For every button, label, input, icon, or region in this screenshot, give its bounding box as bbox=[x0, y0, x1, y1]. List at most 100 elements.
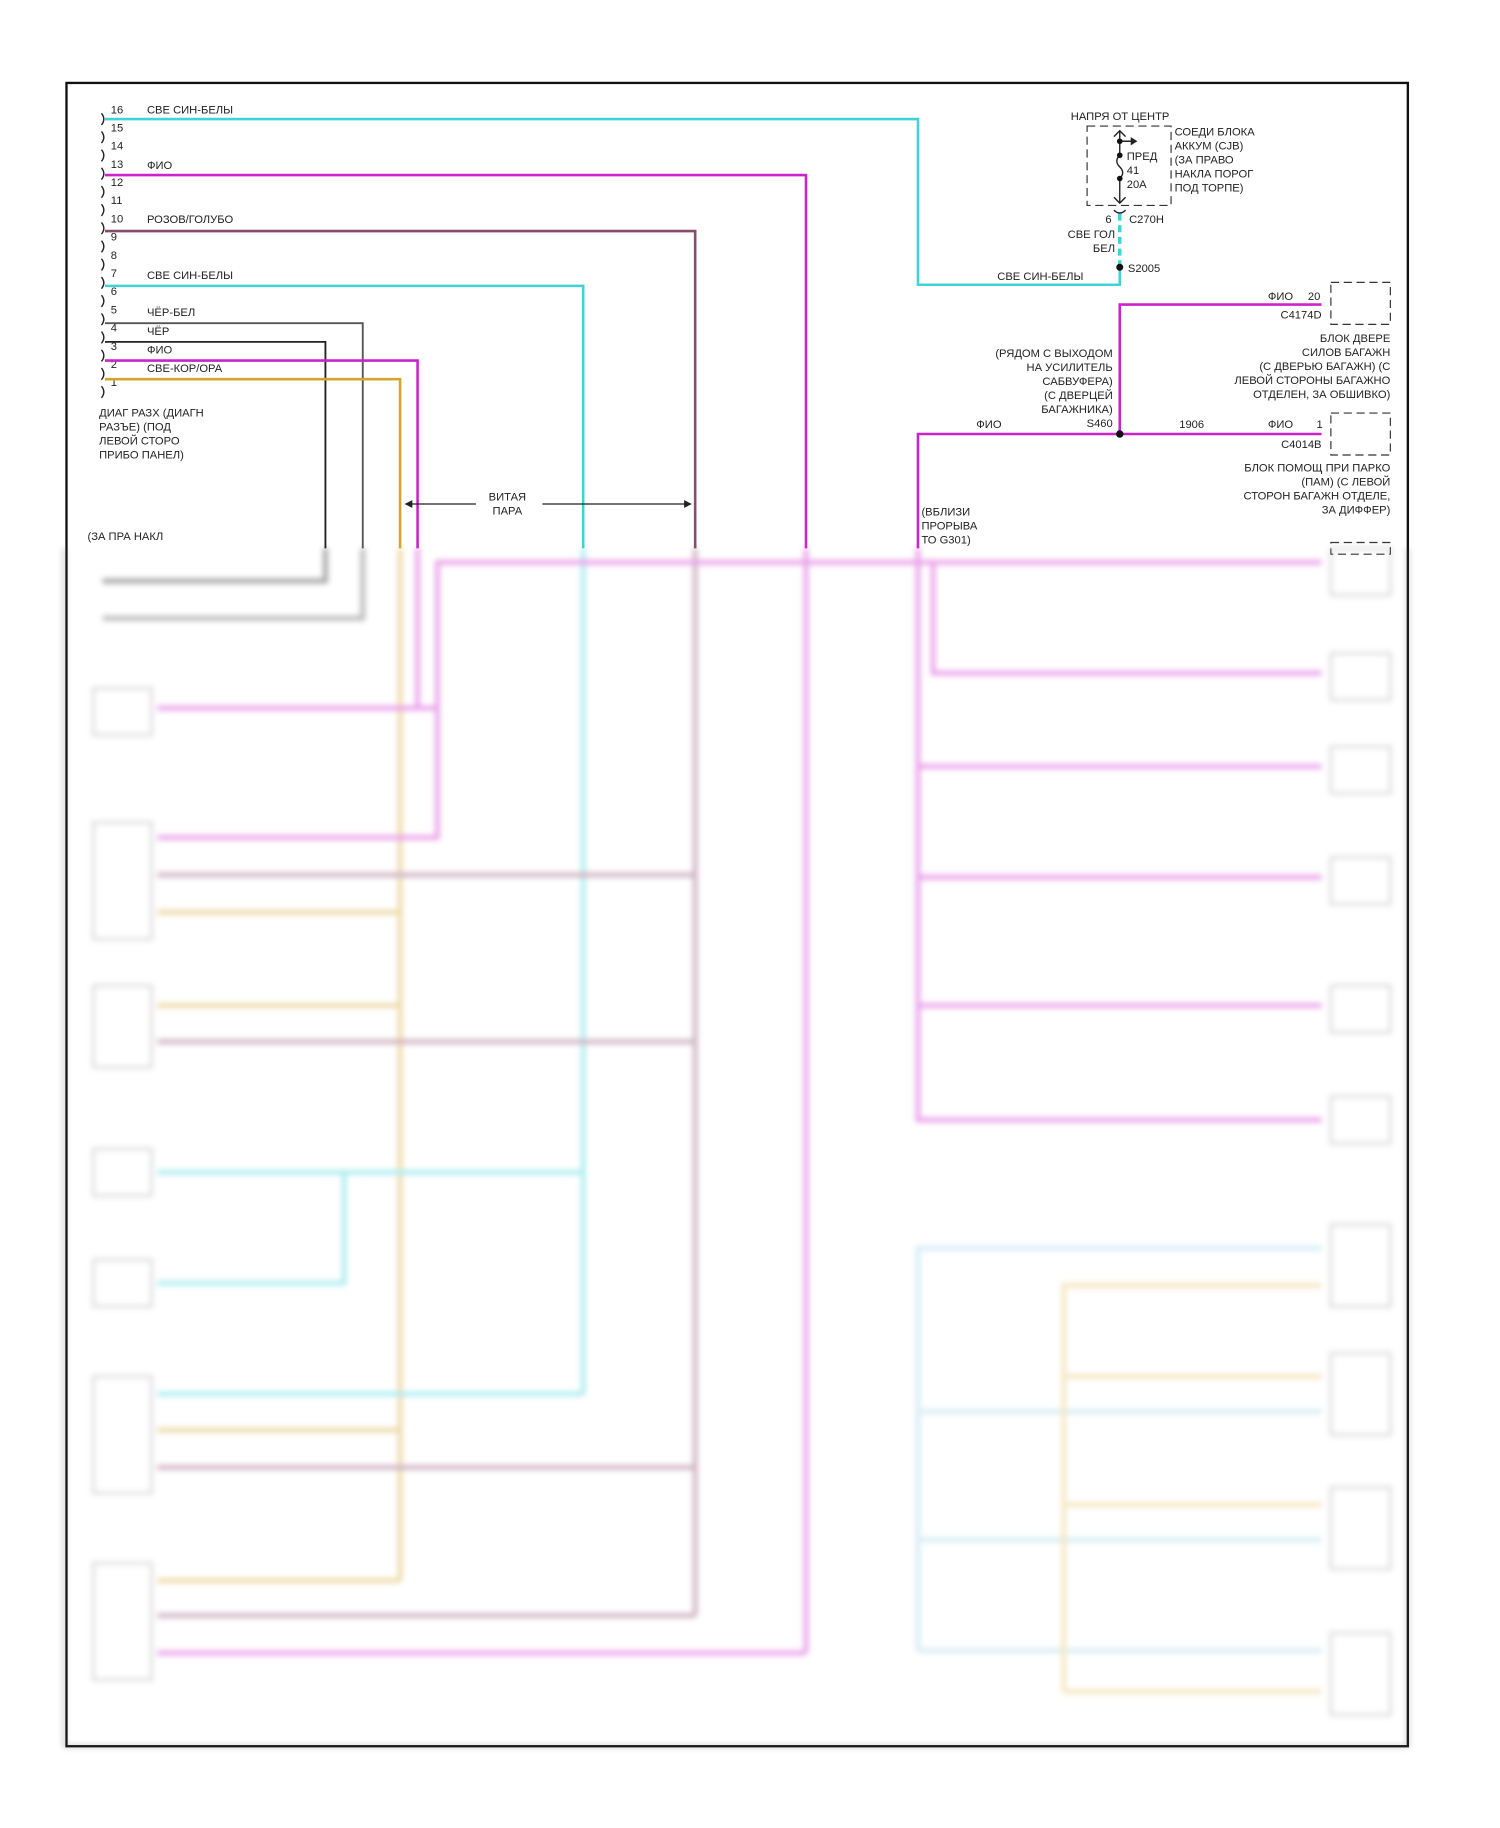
wire-s460-left bbox=[916, 432, 1120, 549]
svg-text:НАКЛА ПОРОГ: НАКЛА ПОРОГ bbox=[1175, 168, 1254, 180]
s460-note: (РЯДОМ С ВЫХОДОМ НА УСИЛИТЕЛЬ САБВУФЕРА)… bbox=[995, 348, 1113, 416]
pin-socket-icon bbox=[100, 294, 105, 308]
svg-text:ПРИБО ПАНЕЛ): ПРИБО ПАНЕЛ) bbox=[99, 450, 184, 462]
pam-connector: C4014B bbox=[1281, 439, 1321, 451]
twisted-pair-label: ВИТАЯ bbox=[489, 492, 527, 504]
wire-label-13: ФИО bbox=[147, 160, 173, 172]
svg-text:(ВБЛИЗИ: (ВБЛИЗИ bbox=[921, 507, 970, 519]
pin-number: 3 bbox=[111, 341, 117, 353]
pin-number: 5 bbox=[111, 304, 117, 316]
pin-number: 4 bbox=[111, 323, 117, 335]
fuse-number: 41 bbox=[1127, 165, 1139, 177]
wires bbox=[104, 117, 1322, 549]
s460-label: S460 bbox=[1087, 418, 1113, 430]
c270h-wire-color: СВЕ ГОЛ bbox=[1068, 229, 1115, 241]
circuit-1906: 1906 bbox=[1179, 419, 1204, 431]
wire-4-black bbox=[104, 340, 327, 549]
liftgate-pin: 20 bbox=[1308, 291, 1320, 303]
diag-connector: 16 15 14 13 12 11 10 9 8 7 6 5 4 3 2 1 bbox=[100, 104, 123, 399]
pin-socket-icon bbox=[100, 112, 105, 126]
pin-number: 9 bbox=[111, 232, 117, 244]
pin-socket-icon bbox=[100, 331, 105, 344]
pam-module-label: БЛОК ПОМОЩ ПРИ ПАРКО (ПАМ) (С ЛЕВОЙ СТОР… bbox=[1244, 462, 1391, 516]
pin-number: 8 bbox=[111, 250, 117, 262]
wire-label-2: СВЕ-КОР/ОРА bbox=[147, 363, 223, 375]
wire-label-16: СВЕ СИН-БЕЛЫ bbox=[147, 104, 233, 116]
svg-text:ПАРА: ПАРА bbox=[493, 506, 523, 518]
svg-text:(С ДВЕРЦЕЙ: (С ДВЕРЦЕЙ bbox=[1044, 389, 1113, 402]
svg-text:ДИАГ РАЗХ (ДИАГН: ДИАГ РАЗХ (ДИАГН bbox=[99, 408, 204, 420]
pin-socket-icon bbox=[100, 276, 105, 290]
splice-s2005 bbox=[1116, 263, 1124, 271]
pin-socket-icon bbox=[100, 367, 105, 381]
liftgate-connector: C4174D bbox=[1280, 310, 1321, 322]
pin-socket-icon bbox=[100, 240, 105, 253]
liftgate-wire: ФИО bbox=[1268, 291, 1294, 303]
wire-liftgate bbox=[1118, 303, 1322, 435]
s460-left-wire: ФИО bbox=[976, 419, 1002, 431]
cjb-label: СОЕДИ БЛОКА АККУМ (CJB) (ЗА ПРАВО НАКЛА … bbox=[1175, 126, 1256, 194]
liftgate-module-label: БЛОК ДВЕРЕ СИЛОВ БАГАЖН (С ДВЕРЬЮ БАГАЖН… bbox=[1234, 333, 1390, 401]
svg-text:БАГАЖНИКА): БАГАЖНИКА) bbox=[1041, 404, 1113, 416]
pin-socket-icon bbox=[100, 385, 105, 399]
pin-number: 1 bbox=[111, 377, 117, 389]
svg-text:ЛЕВОЙ СТОРОНЫ БАГАЖНО: ЛЕВОЙ СТОРОНЫ БАГАЖНО bbox=[1234, 374, 1390, 387]
svg-text:ЛЕВОЙ СТОРО: ЛЕВОЙ СТОРО bbox=[99, 435, 180, 448]
pin-number: 10 bbox=[111, 213, 123, 225]
svg-text:(ЗА ПРАВО: (ЗА ПРАВО bbox=[1175, 154, 1234, 166]
pam-wire: ФИО bbox=[1268, 419, 1294, 431]
pam-pin: 1 bbox=[1316, 419, 1322, 431]
svg-text:ПРОРЫВА: ПРОРЫВА bbox=[921, 521, 977, 533]
cjb-box bbox=[1086, 125, 1172, 206]
twisted-pair-marker bbox=[404, 500, 692, 508]
pin-socket-icon bbox=[100, 258, 105, 271]
pin-socket-icon bbox=[100, 185, 105, 199]
pin-number: 12 bbox=[111, 177, 123, 189]
svg-text:БЛОК ДВЕРЕ: БЛОК ДВЕРЕ bbox=[1320, 333, 1390, 345]
svg-text:НА УСИЛИТЕЛЬ: НА УСИЛИТЕЛЬ bbox=[1027, 362, 1113, 374]
pin-socket-icon bbox=[100, 167, 105, 180]
pam-module-box bbox=[1330, 412, 1391, 456]
ground-note: (ЗА ПРА НАКЛ bbox=[87, 531, 163, 543]
svg-text:АККУМ (CJB): АККУМ (CJB) bbox=[1175, 140, 1244, 152]
wire-7-cyan bbox=[104, 284, 585, 549]
svg-text:САБВУФЕРА): САБВУФЕРА) bbox=[1042, 376, 1113, 388]
svg-text:СИЛОВ БАГАЖН: СИЛОВ БАГАЖН bbox=[1302, 347, 1390, 359]
splice-s460 bbox=[1116, 430, 1124, 438]
svg-text:(С ДВЕРЬЮ БАГАЖН) (С: (С ДВЕРЬЮ БАГАЖН) (С bbox=[1259, 361, 1390, 373]
liftgate-module-box bbox=[1330, 281, 1391, 325]
pin-socket-icon bbox=[100, 349, 105, 362]
wire-label-3: ФИО bbox=[147, 345, 173, 357]
pin-number: 15 bbox=[111, 122, 123, 134]
g301-note: (ВБЛИЗИ ПРОРЫВА ТО G301) bbox=[921, 507, 977, 547]
svg-text:БЛОК ПОМОЩ ПРИ ПАРКО: БЛОК ПОМОЩ ПРИ ПАРКО bbox=[1244, 462, 1390, 474]
svg-text:ТО G301): ТО G301) bbox=[921, 535, 971, 547]
pin-socket-icon bbox=[100, 131, 105, 144]
fuse-location: ПРЕД bbox=[1127, 151, 1158, 163]
c270h-connector: C270H bbox=[1129, 214, 1164, 226]
svg-text:ОТДЕЛЕН, ЗА ОБШИВКО): ОТДЕЛЕН, ЗА ОБШИВКО) bbox=[1253, 389, 1391, 401]
svg-text:ПОД ТОРПЕ): ПОД ТОРПЕ) bbox=[1175, 182, 1244, 194]
svg-text:(ПАМ) (С ЛЕВОЙ: (ПАМ) (С ЛЕВОЙ bbox=[1301, 475, 1390, 488]
svg-text:РАЗЪЕ) (ПОД: РАЗЪЕ) (ПОД bbox=[99, 422, 171, 434]
wire-13-magenta bbox=[104, 173, 808, 549]
cjb-title: НАПРЯ ОТ ЦЕНТР bbox=[1071, 111, 1170, 123]
obscured-diagram-area bbox=[62, 547, 1410, 1748]
pin-number: 6 bbox=[111, 286, 117, 298]
c270h-pin: 6 bbox=[1105, 214, 1111, 226]
wire-label-7: СВЕ СИН-БЕЛЫ bbox=[147, 270, 233, 282]
fuse-rating: 20A bbox=[1127, 179, 1147, 191]
pin-number: 2 bbox=[111, 359, 117, 371]
svg-text:СТОРОН БАГАЖН ОТДЕЛЕ,: СТОРОН БАГАЖН ОТДЕЛЕ, bbox=[1244, 490, 1391, 502]
splice-wire-label: СВЕ СИН-БЕЛЫ bbox=[997, 271, 1083, 283]
svg-text:БЕЛ: БЕЛ bbox=[1093, 243, 1115, 255]
wire-10-purple bbox=[104, 229, 697, 549]
pin-socket-icon bbox=[100, 312, 105, 326]
wire-5-darkgrey bbox=[104, 322, 364, 549]
svg-text:(РЯДОМ С ВЫХОДОМ: (РЯДОМ С ВЫХОДОМ bbox=[995, 348, 1112, 360]
splice-s2005-label: S2005 bbox=[1128, 263, 1160, 275]
wire-label-5: ЧЁР-БЕЛ bbox=[147, 307, 195, 319]
wire-3-magenta bbox=[104, 359, 419, 549]
pin-socket-icon bbox=[100, 203, 105, 217]
